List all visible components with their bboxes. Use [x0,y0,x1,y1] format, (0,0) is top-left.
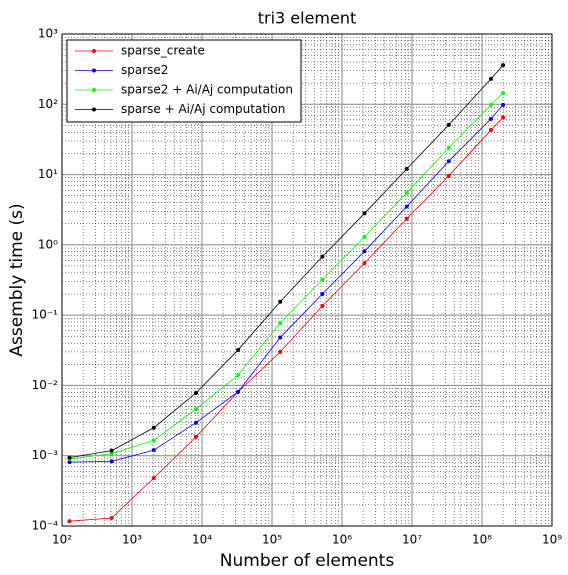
plot-frame [61,33,553,527]
data-point [193,407,198,412]
data-point [446,173,451,178]
legend-label: sparse2 [121,63,168,77]
legend-marker [92,88,96,92]
data-point [488,76,493,81]
x-axis-label: Number of elements [220,551,395,571]
data-point [278,349,283,354]
legend-marker [92,107,96,112]
legend-label: sparse + Ai/Aj computation [121,102,285,116]
data-point [362,261,367,266]
data-point [404,216,409,221]
data-point [501,102,506,107]
x-tick-label: 10³ [122,533,142,547]
data-point [67,519,72,524]
data-point [446,159,451,164]
data-point [404,204,409,209]
data-point [236,373,241,378]
legend-marker [92,49,96,53]
data-point [488,116,493,121]
data-point [501,90,506,95]
data-point [278,321,283,326]
data-point [404,167,409,172]
data-point [488,128,493,133]
y-axis-label: Assembly time (s) [7,203,27,356]
data-point [109,515,114,520]
legend-label: sparse2 + Ai/Aj computation [121,83,293,97]
data-point [446,145,451,150]
chart-title: tri3 element [258,9,357,28]
x-tick-label: 10⁷ [402,533,422,547]
data-point [193,391,198,396]
series-line [69,64,504,458]
data-point [320,291,325,296]
data-point [109,459,114,464]
data-point [404,190,409,195]
data-point [193,434,198,439]
data-point [109,451,114,456]
data-point [278,335,283,340]
data-point [362,234,367,239]
data-point [193,420,198,425]
x-tick-label: 10⁴ [192,533,212,547]
x-tick-label: 10⁵ [262,533,282,547]
x-tick-label: 10⁹ [542,533,562,547]
y-tick-label: 10² [38,97,58,111]
y-tick-label: 10⁻⁴ [32,519,59,533]
y-tick-label: 10⁻¹ [32,308,59,322]
y-tick-label: 10⁻³ [32,448,59,462]
data-point [446,122,451,127]
data-point [320,303,325,308]
data-point [320,277,325,282]
y-tick-label: 10¹ [38,167,58,181]
legend-label: sparse_create [121,44,205,58]
data-point [501,63,506,68]
series-line [69,92,504,460]
legend-box [66,39,302,123]
y-tick-label: 10⁻² [32,378,59,392]
x-tick-label: 10⁶ [332,533,352,547]
data-point [151,448,156,453]
data-point [278,299,283,304]
data-point [362,249,367,254]
data-point [67,460,72,465]
data-point [151,425,156,430]
data-point [151,438,156,443]
data-point [67,455,72,460]
series-line [69,117,504,522]
data-point [501,115,506,120]
data-point [488,102,493,107]
data-point [151,476,156,481]
data-point [236,347,241,352]
y-tick-label: 10³ [38,27,58,41]
x-tick-label: 10² [52,533,72,547]
x-tick-label: 10⁸ [472,533,492,547]
data-point [320,254,325,259]
legend-marker [92,68,96,73]
data-point [236,389,241,394]
data-point [362,211,367,216]
data-point [109,448,114,453]
y-tick-label: 10⁰ [38,237,58,251]
series-line [69,104,504,463]
